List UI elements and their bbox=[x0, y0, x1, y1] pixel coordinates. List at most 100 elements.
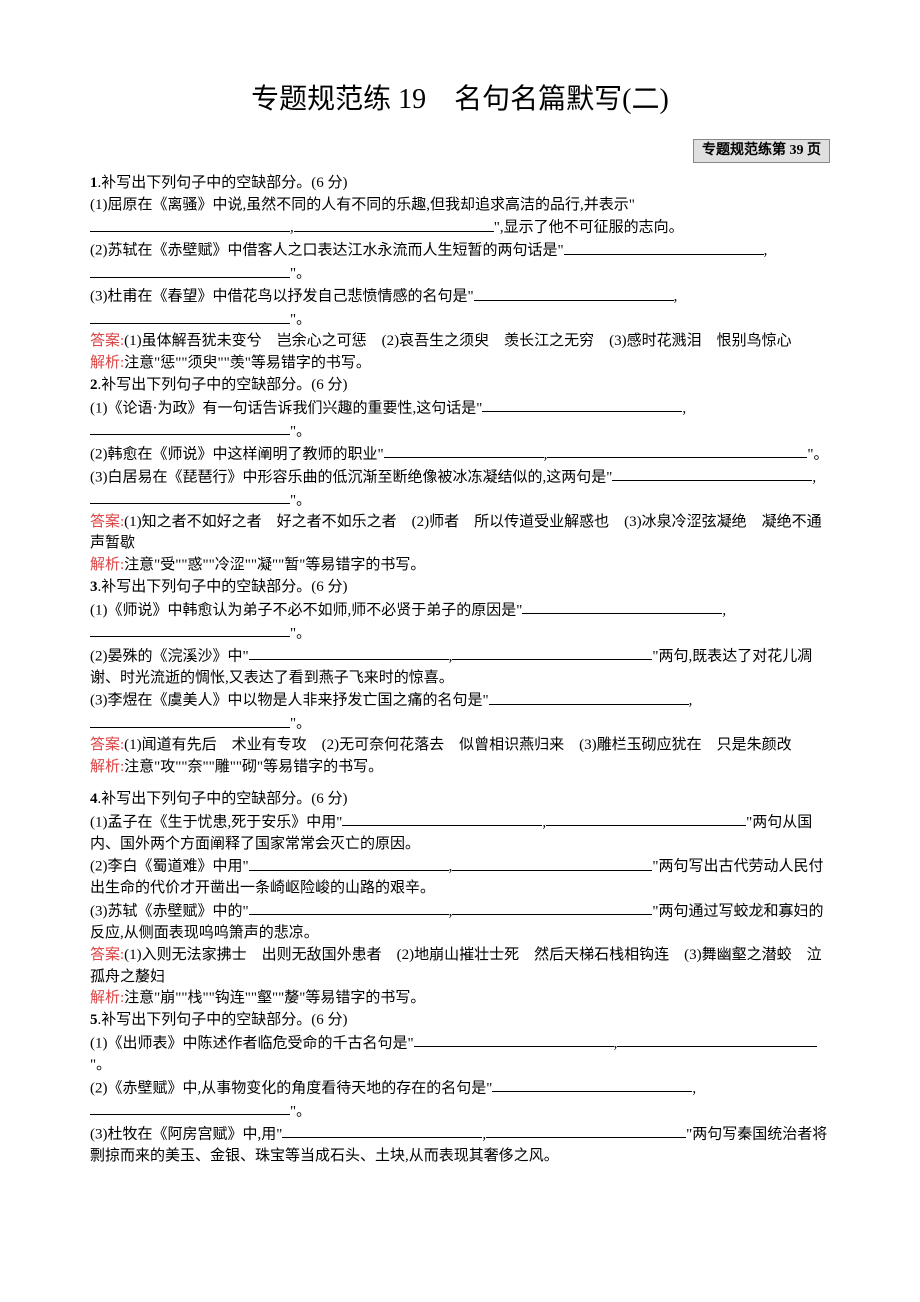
question-number: 4 bbox=[90, 791, 98, 807]
item-separator: , bbox=[764, 243, 768, 259]
answer-label: 答案: bbox=[90, 333, 124, 349]
question-item: (1)《论语·为政》有一句话告诉我们兴趣的重要性,这句话是","。 bbox=[90, 397, 830, 443]
answer-label: 答案: bbox=[90, 514, 124, 530]
fill-blank bbox=[612, 466, 812, 481]
question-stem-text: .补写出下列句子中的空缺部分。(6 分) bbox=[98, 1012, 348, 1028]
item-post-text: "。 bbox=[290, 716, 311, 732]
item-separator: , bbox=[682, 400, 686, 416]
question-stem-text: .补写出下列句子中的空缺部分。(6 分) bbox=[98, 579, 348, 595]
question-number: 2 bbox=[90, 377, 98, 393]
question-stem-text: .补写出下列句子中的空缺部分。(6 分) bbox=[98, 175, 348, 191]
question-item: (2)《赤壁赋》中,从事物变化的角度看待天地的存在的名句是","。 bbox=[90, 1077, 830, 1123]
question-item: (3)白居易在《琵琶行》中形容乐曲的低沉渐至断绝像被冰冻凝结似的,这两句是","… bbox=[90, 466, 830, 512]
item-pre-text: (3)杜牧在《阿房宫赋》中,用" bbox=[90, 1126, 282, 1142]
page-ref-wrap: 专题规范练第 39 页 bbox=[90, 139, 830, 163]
fill-blank bbox=[452, 900, 652, 915]
item-pre-text: (2)李白《蜀道难》中用" bbox=[90, 859, 249, 875]
question-number: 1 bbox=[90, 175, 98, 191]
answer-text: (1)虽体解吾犹未变兮 岂余心之可惩 (2)哀吾生之须臾 羡长江之无穷 (3)感… bbox=[124, 333, 791, 349]
fill-blank bbox=[414, 1032, 614, 1047]
item-pre-text: (1)《出师表》中陈述作者临危受命的千古名句是" bbox=[90, 1035, 414, 1051]
question-item: (2)晏殊的《浣溪沙》中","两句,既表达了对花儿凋谢、时光流逝的惆怅,又表达了… bbox=[90, 645, 830, 690]
item-post-text: ",显示了他不可征服的志向。 bbox=[494, 220, 684, 236]
item-pre-text: (3)白居易在《琵琶行》中形容乐曲的低沉渐至断绝像被冰冻凝结似的,这两句是" bbox=[90, 469, 612, 485]
answer-label: 答案: bbox=[90, 737, 124, 753]
explanation-line: 解析:注意"惩""须臾""羡"等易错字的书写。 bbox=[90, 353, 830, 375]
question-stem-text: .补写出下列句子中的空缺部分。(6 分) bbox=[98, 377, 348, 393]
explanation-text: 注意"惩""须臾""羡"等易错字的书写。 bbox=[124, 355, 371, 371]
item-pre-text: (2)苏轼在《赤壁赋》中借客人之口表达江水永流而人生短暂的两句话是" bbox=[90, 243, 564, 259]
item-post-text: "。 bbox=[807, 446, 828, 462]
explanation-line: 解析:注意"崩""栈""钩连""壑""嫠"等易错字的书写。 bbox=[90, 988, 830, 1010]
question-item: (3)苏轼《赤壁赋》中的","两句通过写蛟龙和寡妇的反应,从侧面表现呜呜箫声的悲… bbox=[90, 900, 830, 945]
item-post-text: "。 bbox=[290, 1103, 311, 1119]
explanation-label: 解析: bbox=[90, 990, 124, 1006]
page-ref-badge: 专题规范练第 39 页 bbox=[693, 139, 830, 163]
item-pre-text: (3)杜甫在《春望》中借花鸟以抒发自己悲愤情感的名句是" bbox=[90, 289, 474, 305]
item-post-text: "。 bbox=[290, 423, 311, 439]
explanation-line: 解析:注意"受""惑""冷涩""凝""暂"等易错字的书写。 bbox=[90, 555, 830, 577]
item-post-text: "。 bbox=[290, 492, 311, 508]
item-pre-text: (1)孟子在《生于忧患,死于安乐》中用" bbox=[90, 814, 342, 830]
explanation-text: 注意"受""惑""冷涩""凝""暂"等易错字的书写。 bbox=[124, 557, 425, 573]
question-stem: 4.补写出下列句子中的空缺部分。(6 分) bbox=[90, 789, 830, 811]
fill-blank bbox=[546, 811, 746, 826]
question-item: (3)杜甫在《春望》中借花鸟以抒发自己悲愤情感的名句是","。 bbox=[90, 285, 830, 331]
item-separator: , bbox=[692, 1080, 696, 1096]
fill-blank bbox=[249, 645, 449, 660]
question-item: (2)苏轼在《赤壁赋》中借客人之口表达江水永流而人生短暂的两句话是", "。 bbox=[90, 239, 830, 285]
fill-blank bbox=[617, 1032, 817, 1047]
answer-text: (1)闻道有先后 术业有专攻 (2)无可奈何花落去 似曾相识燕归来 (3)雕栏玉… bbox=[124, 737, 791, 753]
question-item: (3)杜牧在《阿房宫赋》中,用","两句写秦国统治者将剽掠而来的美玉、金银、珠宝… bbox=[90, 1123, 830, 1168]
explanation-text: 注意"崩""栈""钩连""壑""嫠"等易错字的书写。 bbox=[124, 990, 425, 1006]
item-post-text: "。 bbox=[90, 1057, 111, 1073]
explanation-label: 解析: bbox=[90, 557, 124, 573]
fill-blank bbox=[486, 1123, 686, 1138]
answer-line: 答案:(1)闻道有先后 术业有专攻 (2)无可奈何花落去 似曾相识燕归来 (3)… bbox=[90, 735, 830, 757]
item-pre-text: (3)苏轼《赤壁赋》中的" bbox=[90, 903, 249, 919]
question-stem: 1.补写出下列句子中的空缺部分。(6 分) bbox=[90, 173, 830, 195]
fill-blank bbox=[452, 855, 652, 870]
fill-blank bbox=[384, 443, 544, 458]
question-stem: 3.补写出下列句子中的空缺部分。(6 分) bbox=[90, 577, 830, 599]
fill-blank bbox=[90, 622, 290, 637]
answer-text: (1)入则无法家拂士 出则无敌国外患者 (2)地崩山摧壮士死 然后天梯石栈相钩连… bbox=[90, 947, 822, 985]
page-title: 专题规范练 19 名句名篇默写(二) bbox=[90, 80, 830, 121]
question-stem: 2.补写出下列句子中的空缺部分。(6 分) bbox=[90, 375, 830, 397]
item-separator: , bbox=[689, 693, 693, 709]
fill-blank bbox=[90, 216, 290, 231]
fill-blank bbox=[492, 1077, 692, 1092]
fill-blank bbox=[489, 689, 689, 704]
fill-blank bbox=[90, 262, 290, 277]
fill-blank bbox=[294, 216, 494, 231]
question-item: (2)李白《蜀道难》中用","两句写出古代劳动人民付出生命的代价才开凿出一条崎岖… bbox=[90, 855, 830, 900]
fill-blank bbox=[474, 285, 674, 300]
item-separator: , bbox=[722, 602, 726, 618]
question-item: (3)李煜在《虞美人》中以物是人非来抒发亡国之痛的名句是", "。 bbox=[90, 689, 830, 735]
fill-blank bbox=[452, 645, 652, 660]
answer-line: 答案:(1)入则无法家拂士 出则无敌国外患者 (2)地崩山摧壮士死 然后天梯石栈… bbox=[90, 945, 830, 989]
fill-blank bbox=[249, 900, 449, 915]
fill-blank bbox=[90, 420, 290, 435]
fill-blank bbox=[90, 308, 290, 323]
explanation-label: 解析: bbox=[90, 759, 124, 775]
question-item: (1)《师说》中韩愈认为弟子不必不如师,师不必贤于弟子的原因是","。 bbox=[90, 599, 830, 645]
question-stem: 5.补写出下列句子中的空缺部分。(6 分) bbox=[90, 1010, 830, 1032]
explanation-line: 解析:注意"攻""奈""雕""砌"等易错字的书写。 bbox=[90, 757, 830, 779]
fill-blank bbox=[547, 443, 807, 458]
item-pre-text: (3)李煜在《虞美人》中以物是人非来抒发亡国之痛的名句是" bbox=[90, 693, 489, 709]
fill-blank bbox=[90, 1100, 290, 1115]
fill-blank bbox=[522, 599, 722, 614]
question-item: (1)孟子在《生于忧患,死于安乐》中用","两句从国内、国外两个方面阐释了国家常… bbox=[90, 811, 830, 856]
fill-blank bbox=[482, 397, 682, 412]
question-item: (2)韩愈在《师说》中这样阐明了教师的职业","。 bbox=[90, 443, 830, 466]
explanation-label: 解析: bbox=[90, 355, 124, 371]
item-separator: , bbox=[674, 289, 678, 305]
content-body: 1.补写出下列句子中的空缺部分。(6 分)(1)屈原在《离骚》中说,虽然不同的人… bbox=[90, 173, 830, 1168]
item-post-text: "。 bbox=[290, 266, 311, 282]
answer-line: 答案:(1)知之者不如好之者 好之者不如乐之者 (2)师者 所以传道受业解惑也 … bbox=[90, 512, 830, 556]
fill-blank bbox=[249, 855, 449, 870]
answer-text: (1)知之者不如好之者 好之者不如乐之者 (2)师者 所以传道受业解惑也 (3)… bbox=[90, 514, 822, 552]
fill-blank bbox=[342, 811, 542, 826]
answer-line: 答案:(1)虽体解吾犹未变兮 岂余心之可惩 (2)哀吾生之须臾 羡长江之无穷 (… bbox=[90, 331, 830, 353]
